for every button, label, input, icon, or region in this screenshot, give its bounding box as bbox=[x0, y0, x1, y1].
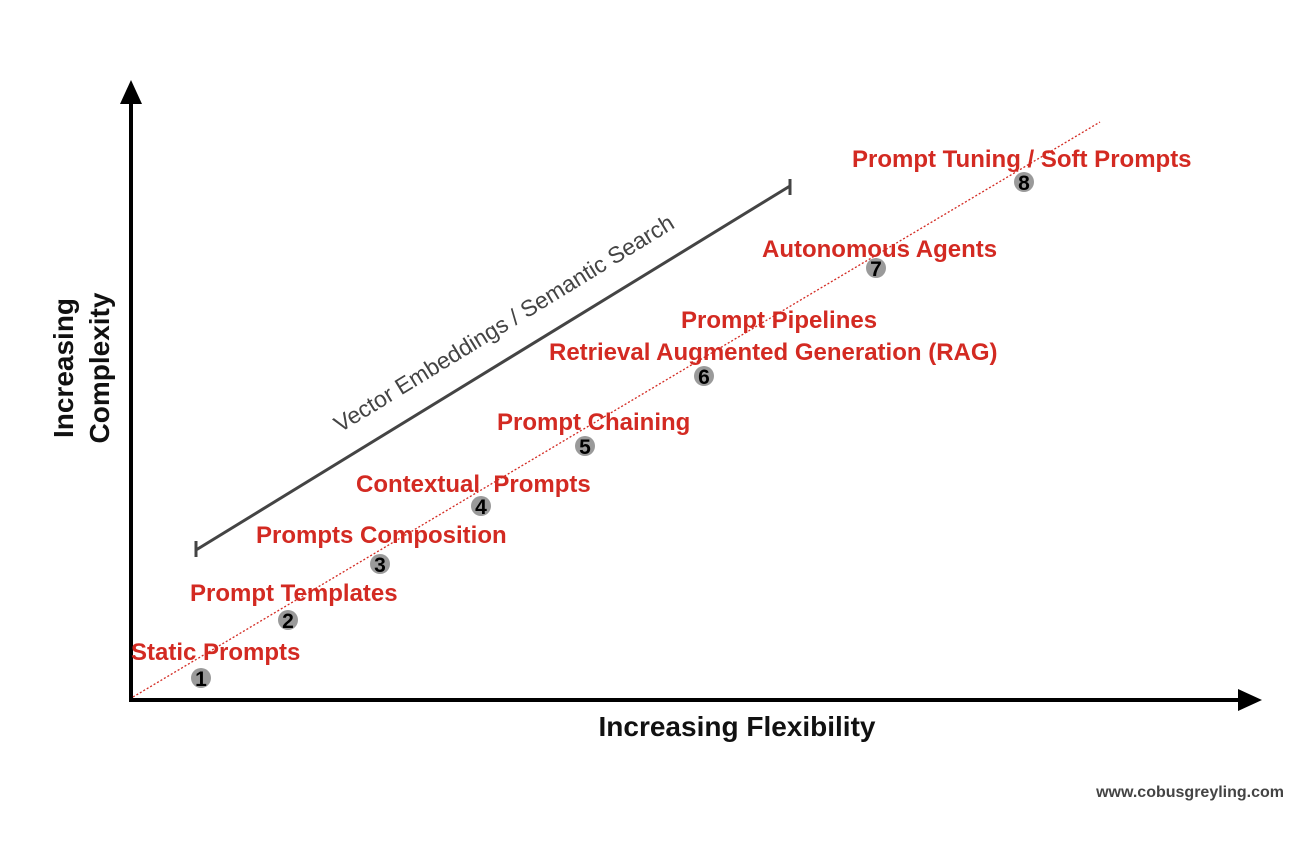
x-axis-arrowhead bbox=[1238, 689, 1262, 711]
step-5-marker bbox=[575, 436, 595, 456]
step-6-label-rag: Retrieval Augmented Generation (RAG) bbox=[549, 339, 998, 366]
step-1: 1 Static Prompts bbox=[131, 639, 300, 691]
y-axis-title-line2: Complexity bbox=[84, 292, 115, 443]
embeddings-bracket-line bbox=[195, 184, 791, 552]
x-axis-title: Increasing Flexibility bbox=[599, 711, 876, 742]
step-8-number: 8 bbox=[1018, 172, 1030, 195]
step-1-marker bbox=[191, 668, 211, 688]
step-4-label: Contextual Prompts bbox=[356, 471, 591, 498]
step-7-marker bbox=[866, 258, 886, 278]
y-axis-arrowhead bbox=[120, 80, 142, 104]
step-3-label: Prompts Composition bbox=[256, 522, 507, 549]
step-4-marker bbox=[471, 496, 491, 516]
step-2-number: 2 bbox=[282, 610, 294, 633]
step-5: 5 Prompt Chaining bbox=[497, 409, 690, 459]
step-4: 4 Contextual Prompts bbox=[356, 471, 591, 519]
step-4-number: 4 bbox=[475, 496, 487, 519]
step-2-marker bbox=[278, 610, 298, 630]
step-7-label: Autonomous Agents bbox=[762, 236, 997, 263]
embeddings-band-label: Vector Embeddings / Semantic Search bbox=[329, 209, 678, 437]
step-8-marker bbox=[1014, 172, 1034, 192]
step-6: 6 Prompt Pipelines Retrieval Augmented G… bbox=[549, 307, 998, 389]
step-7-number: 7 bbox=[870, 258, 882, 281]
y-axis-title-line1: Increasing bbox=[48, 298, 79, 438]
step-5-number: 5 bbox=[579, 436, 591, 459]
step-8: 8 Prompt Tuning / Soft Prompts bbox=[852, 146, 1192, 195]
step-2: 2 Prompt Templates bbox=[190, 580, 398, 633]
step-3-marker bbox=[370, 554, 390, 574]
step-5-label: Prompt Chaining bbox=[497, 409, 690, 436]
step-7: 7 Autonomous Agents bbox=[762, 236, 997, 281]
trend-line bbox=[132, 121, 1101, 698]
website-credit: www.cobusgreyling.com bbox=[1095, 784, 1284, 801]
step-8-label: Prompt Tuning / Soft Prompts bbox=[852, 146, 1192, 173]
step-1-number: 1 bbox=[195, 668, 207, 691]
step-1-label: Static Prompts bbox=[131, 639, 300, 666]
step-3: 3 Prompts Composition bbox=[256, 522, 507, 577]
step-3-number: 3 bbox=[374, 554, 386, 577]
step-2-label: Prompt Templates bbox=[190, 580, 398, 607]
step-6-number: 6 bbox=[698, 366, 710, 389]
step-6-label-pipelines: Prompt Pipelines bbox=[681, 307, 877, 334]
y-axis-title: Increasing Complexity bbox=[48, 292, 115, 443]
step-6-marker bbox=[694, 366, 714, 386]
